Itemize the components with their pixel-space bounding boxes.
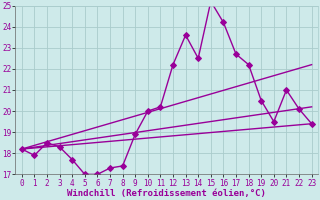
X-axis label: Windchill (Refroidissement éolien,°C): Windchill (Refroidissement éolien,°C) <box>67 189 266 198</box>
